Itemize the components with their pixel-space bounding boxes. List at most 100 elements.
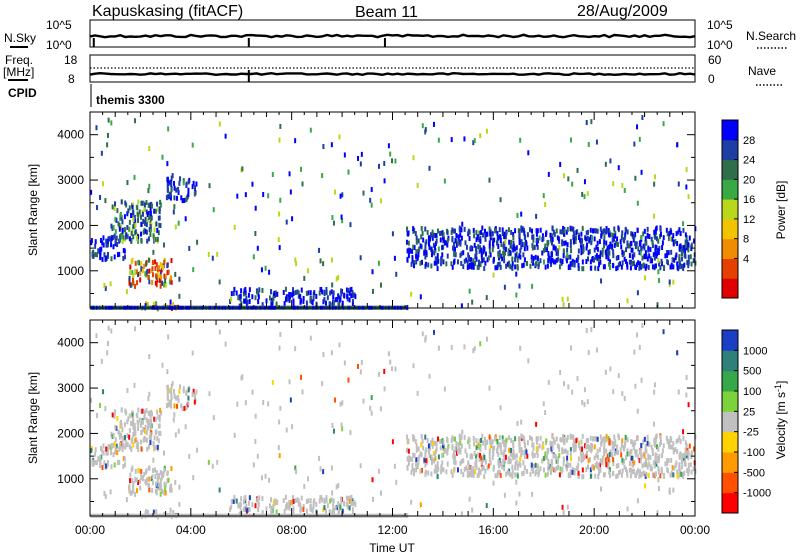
power-cell xyxy=(444,240,447,246)
velocity-cell xyxy=(92,461,95,467)
power-cell xyxy=(452,241,455,247)
velocity-cell xyxy=(420,467,423,473)
power-cell xyxy=(144,216,147,222)
power-cell xyxy=(394,158,397,164)
velocity-cell xyxy=(167,334,170,340)
xtick-label: 00:00 xyxy=(680,523,710,537)
velocity-cell xyxy=(544,472,547,478)
power-cell xyxy=(687,259,690,265)
velocity-cell xyxy=(678,468,681,474)
power-cell xyxy=(681,245,684,251)
velocity-cell xyxy=(648,461,651,467)
velocity-cell xyxy=(471,507,474,513)
power-cell xyxy=(613,226,616,232)
power-cell xyxy=(167,269,170,275)
power-cell xyxy=(279,123,282,129)
velocity-cell xyxy=(481,457,484,463)
power-cell xyxy=(603,228,606,234)
power-cell xyxy=(615,266,618,272)
velocity-cell xyxy=(100,454,103,460)
velocity-cell xyxy=(682,429,685,435)
power-cell xyxy=(415,249,418,255)
power-cell xyxy=(140,231,143,237)
power-cell xyxy=(688,235,691,241)
power-cell xyxy=(554,245,557,251)
power-cell xyxy=(434,245,437,251)
velocity-cell xyxy=(419,451,422,457)
power-cell xyxy=(603,239,606,245)
velocity-cell xyxy=(505,471,508,477)
power-cell xyxy=(574,238,577,244)
noise-tick-bottom: 10^0 xyxy=(46,38,72,52)
power-cell xyxy=(563,228,566,234)
velocity-cell xyxy=(634,449,637,455)
velocity-cell xyxy=(164,486,167,492)
velocity-cell xyxy=(412,363,415,369)
power-cell xyxy=(292,290,295,296)
velocity-cell xyxy=(615,463,618,469)
power-cell xyxy=(340,214,343,220)
power-cell xyxy=(602,229,605,235)
velocity-cell xyxy=(140,474,143,480)
power-cell xyxy=(492,238,495,244)
power-cell xyxy=(656,302,659,308)
velocity-cell xyxy=(142,426,145,432)
power-cell xyxy=(593,236,596,242)
velocity-cell xyxy=(651,466,654,472)
power-cell xyxy=(246,299,249,305)
power-cell xyxy=(614,230,617,236)
velocity-cell xyxy=(337,509,340,515)
power-cell xyxy=(555,257,558,263)
power-cell xyxy=(260,267,263,273)
power-cell xyxy=(351,298,354,304)
power-cell xyxy=(685,245,688,251)
velocity-cell xyxy=(569,462,572,468)
power-cell xyxy=(509,243,512,249)
power-cell xyxy=(557,236,560,242)
velocity-cell xyxy=(166,478,169,484)
power-cell xyxy=(235,290,238,296)
power-cell xyxy=(261,287,264,293)
power-cell xyxy=(285,219,288,225)
power-cell xyxy=(634,244,637,250)
velocity-cell xyxy=(589,435,592,441)
velocity-cell xyxy=(642,439,645,445)
velocity-cell xyxy=(593,455,596,461)
velocity-cell xyxy=(242,499,245,505)
power-cell xyxy=(152,249,155,255)
power-cell xyxy=(434,233,437,239)
power-cell xyxy=(479,245,482,251)
velocity-cell xyxy=(145,469,148,475)
velocity-cell xyxy=(597,462,600,468)
velocity-cell xyxy=(105,450,108,456)
velocity-cell xyxy=(636,435,639,441)
power-cell xyxy=(536,238,539,244)
power-cell xyxy=(119,211,122,217)
velocity-cell xyxy=(605,462,608,468)
power-cell xyxy=(489,231,492,237)
power-cell xyxy=(431,235,434,241)
power-cell xyxy=(653,229,656,235)
velocity-cell xyxy=(278,345,281,351)
velocity-cell xyxy=(594,436,597,442)
power-cell xyxy=(116,242,119,248)
power-cell xyxy=(648,234,651,240)
velocity-cell xyxy=(436,436,439,442)
power-cell xyxy=(630,231,633,237)
power-cell xyxy=(585,236,588,242)
velocity-cell xyxy=(106,450,109,456)
power-cell xyxy=(463,136,466,142)
power-cell xyxy=(589,227,592,233)
power-colorbar-swatch xyxy=(722,218,738,240)
power-cell xyxy=(600,233,603,239)
power-cell xyxy=(270,302,273,308)
power-cell xyxy=(422,237,425,243)
velocity-cell xyxy=(585,328,588,334)
power-cell xyxy=(166,187,169,193)
velocity-panel-frame xyxy=(89,319,696,517)
velocity-cell xyxy=(509,451,512,457)
xtick-label: 08:00 xyxy=(277,523,307,537)
velocity-cell xyxy=(585,467,588,473)
velocity-cell xyxy=(563,439,566,445)
power-cell xyxy=(258,287,261,293)
